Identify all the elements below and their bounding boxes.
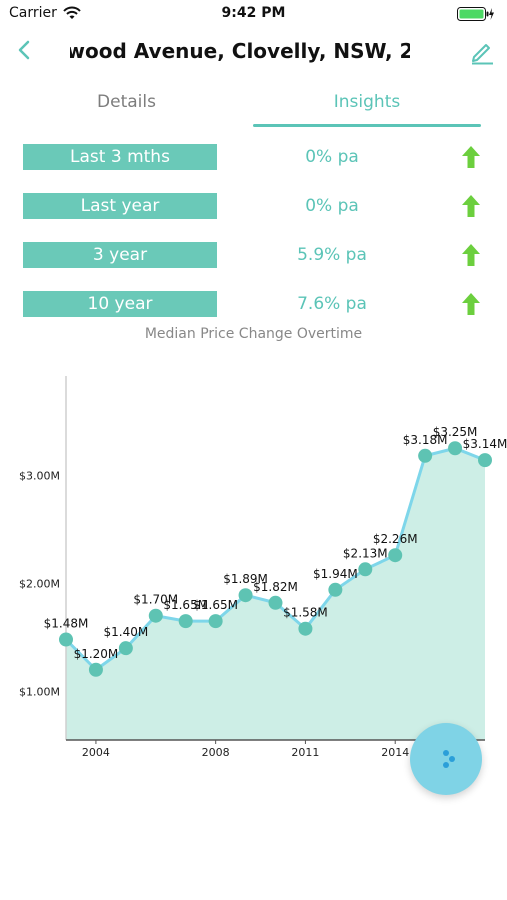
up-arrow-icon <box>460 292 482 320</box>
data-point <box>178 614 193 629</box>
growth-row: Last 3 mths 0% pa <box>23 144 493 170</box>
data-point <box>388 548 403 563</box>
data-label: $1.48M <box>44 617 89 631</box>
growth-period-label: Last year <box>23 193 217 219</box>
growth-value: 7.6% pa <box>297 294 367 314</box>
growth-row: Last year 0% pa <box>23 193 493 219</box>
data-label: $1.70M <box>133 593 178 607</box>
data-point <box>268 595 283 610</box>
wifi-icon <box>63 5 81 24</box>
data-point <box>328 582 343 597</box>
growth-value: 0% pa <box>305 147 359 167</box>
data-point <box>478 453 492 468</box>
share-icon-dot <box>443 762 449 768</box>
page-title: …wood Avenue, Clovelly, NSW, 2… <box>70 39 410 63</box>
data-label: $1.94M <box>313 567 358 581</box>
navigation-bar: …wood Avenue, Clovelly, NSW, 2… <box>0 28 507 74</box>
carrier-label: Carrier <box>9 5 57 21</box>
data-label: $1.20M <box>74 647 119 661</box>
data-point <box>118 641 133 656</box>
data-label: $2.26M <box>373 532 418 546</box>
growth-period-label: 3 year <box>23 242 217 268</box>
growth-row: 10 year 7.6% pa <box>23 291 493 317</box>
tab-details[interactable]: Details <box>97 92 156 112</box>
up-arrow-icon <box>460 145 482 173</box>
x-tick-label: 2004 <box>82 746 110 759</box>
data-label: $3.14M <box>463 437 507 451</box>
growth-period-label: Last 3 mths <box>23 144 217 170</box>
data-point <box>418 448 433 463</box>
data-label: $1.40M <box>103 625 148 639</box>
data-point <box>88 662 103 677</box>
data-point <box>148 608 163 623</box>
data-label: $1.65M <box>163 598 208 612</box>
title-clip: …wood Avenue, Clovelly, NSW, 2… <box>70 36 410 66</box>
edit-pencil-icon[interactable] <box>469 39 495 69</box>
up-arrow-icon <box>460 243 482 271</box>
x-tick-label: 2008 <box>202 746 230 759</box>
status-time: 9:42 PM <box>221 5 286 21</box>
x-tick-label: 2011 <box>291 746 319 759</box>
data-point <box>448 441 463 456</box>
data-point <box>298 621 313 636</box>
up-arrow-icon <box>460 194 482 222</box>
share-fab-button[interactable] <box>410 723 482 795</box>
y-tick-label: $3.00M <box>19 469 60 482</box>
data-label: $2.13M <box>343 546 388 560</box>
chart-area-fill <box>66 448 485 740</box>
share-icon-dot <box>449 756 455 762</box>
share-icon-dot <box>443 750 449 756</box>
data-point <box>208 614 223 629</box>
chart-title: Median Price Change Overtime <box>144 326 363 342</box>
status-bar: Carrier 9:42 PM <box>0 0 507 28</box>
growth-row: 3 year 5.9% pa <box>23 242 493 268</box>
tab-insights[interactable]: Insights <box>333 92 401 112</box>
data-label: $1.58M <box>283 606 328 620</box>
data-point <box>238 588 253 603</box>
y-tick-label: $2.00M <box>19 577 60 590</box>
median-price-chart: $1.00M $2.00M $3.00M 2004 2008 2011 2014 $1.48M… <box>19 376 507 759</box>
back-chevron-icon[interactable] <box>14 36 36 68</box>
data-label: $1.65M <box>193 598 238 612</box>
data-point <box>358 562 373 577</box>
data-label: $3.18M <box>403 433 448 447</box>
data-point <box>59 632 73 647</box>
battery-icon <box>457 6 495 25</box>
growth-period-label: 10 year <box>23 291 217 317</box>
data-label: $1.89M <box>223 572 268 586</box>
y-tick-label: $1.00M <box>19 685 60 698</box>
x-tick-label: 2014 <box>381 746 409 759</box>
data-label: $1.82M <box>253 580 298 594</box>
growth-value: 5.9% pa <box>297 245 367 265</box>
tab-bar: Details Insights <box>0 84 507 130</box>
active-tab-indicator <box>253 124 481 127</box>
data-label: $3.25M <box>433 425 478 439</box>
growth-value: 0% pa <box>305 196 359 216</box>
